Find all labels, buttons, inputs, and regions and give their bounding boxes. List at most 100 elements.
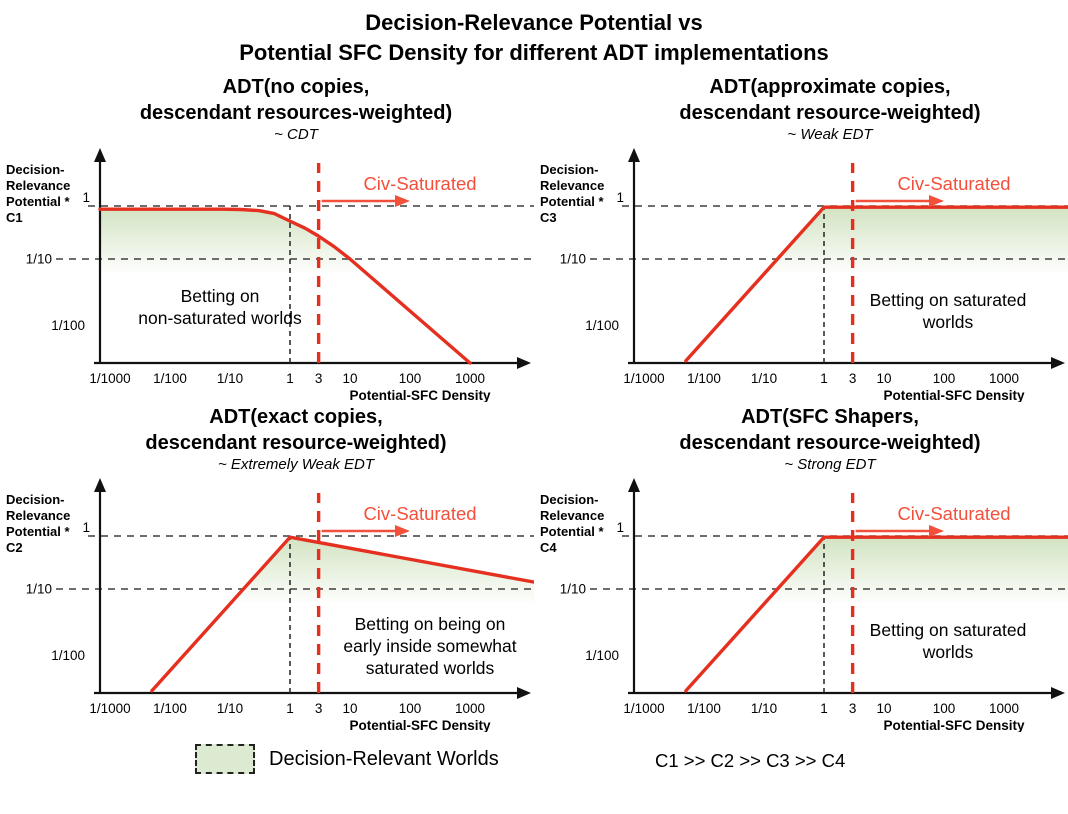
y-axis-arrow-icon bbox=[94, 148, 106, 162]
y-axis-label: Potential * bbox=[540, 194, 605, 209]
x-tick: 1000 bbox=[455, 371, 485, 386]
y-axis-constant: C1 bbox=[6, 210, 23, 225]
y-tick-1: 1 bbox=[82, 520, 90, 535]
x-axis-label: Potential-SFC Density bbox=[883, 388, 1025, 402]
panel-title-line1: ADT(exact copies, bbox=[209, 406, 383, 428]
betting-annotation: Betting on being on bbox=[355, 614, 506, 634]
betting-annotation: Betting on saturated bbox=[870, 620, 1027, 640]
panel-title: ADT(no copies, descendant resources-weig… bbox=[0, 72, 534, 126]
y-axis-label: Decision- bbox=[540, 162, 599, 177]
panel-title-line1: ADT(SFC Shapers, bbox=[741, 406, 919, 428]
panel-title-line2: descendant resources-weighted) bbox=[139, 102, 453, 124]
x-axis-label: Potential-SFC Density bbox=[349, 388, 491, 402]
panel-no-copies: ADT(no copies, descendant resources-weig… bbox=[0, 72, 534, 402]
x-tick: 1 bbox=[286, 371, 294, 386]
x-tick: 3 bbox=[849, 701, 857, 716]
page-title-line2: Potential SFC Density for different ADT … bbox=[239, 40, 829, 65]
x-tick: 1 bbox=[286, 701, 294, 716]
y-axis-arrow-icon bbox=[94, 478, 106, 492]
civ-saturated-arrowhead-icon bbox=[395, 195, 410, 207]
panel-subtitle: ~ Extremely Weak EDT bbox=[217, 456, 374, 473]
x-tick: 1000 bbox=[989, 371, 1019, 386]
x-tick: 10 bbox=[342, 371, 357, 386]
panel-title-line2: descendant resource-weighted) bbox=[145, 432, 447, 454]
x-tick: 10 bbox=[342, 701, 357, 716]
decision-relevant-worlds-shading bbox=[100, 209, 367, 273]
panel-title-line1: ADT(no copies, bbox=[222, 76, 370, 98]
panel-title: ADT(approximate copies, descendant resou… bbox=[534, 72, 1068, 126]
page-title: Decision-Relevance Potential vs Potentia… bbox=[0, 0, 1068, 68]
y-tick-1: 1 bbox=[82, 190, 90, 205]
x-tick: 1/10 bbox=[751, 371, 777, 386]
y-axis-label: Relevance bbox=[6, 508, 70, 523]
decision-relevant-worlds-shading bbox=[230, 537, 534, 603]
panel-exact-copies: ADT(exact copies, descendant resource-we… bbox=[0, 402, 534, 732]
panel-subtitle: ~ Weak EDT bbox=[787, 126, 873, 143]
betting-annotation: worlds bbox=[922, 642, 974, 662]
y-axis-arrow-icon bbox=[628, 148, 640, 162]
y-axis-label: Potential * bbox=[6, 194, 71, 209]
x-axis-label: Potential-SFC Density bbox=[349, 718, 491, 732]
x-axis-arrow-icon bbox=[517, 687, 531, 699]
civ-saturated-arrowhead-icon bbox=[929, 195, 944, 207]
y-tick-1-10: 1/10 bbox=[560, 582, 586, 597]
decision-relevant-worlds-shading bbox=[764, 537, 1068, 603]
plot-canvas-1: Civ-SaturatedDecision-RelevancePotential… bbox=[540, 148, 1068, 402]
decision-relevance-curve bbox=[684, 535, 1068, 693]
x-tick: 1/1000 bbox=[623, 371, 664, 386]
x-tick: 1/100 bbox=[153, 371, 187, 386]
y-axis-label: Decision- bbox=[540, 492, 599, 507]
x-tick: 1/10 bbox=[217, 701, 243, 716]
panel-subtitle: ~ CDT bbox=[274, 126, 318, 143]
x-tick: 3 bbox=[315, 701, 323, 716]
x-axis-arrow-icon bbox=[1051, 357, 1065, 369]
panel-title-line2: descendant resource-weighted) bbox=[679, 432, 981, 454]
x-tick: 1/10 bbox=[217, 371, 243, 386]
betting-annotation: non-saturated worlds bbox=[138, 308, 302, 328]
legend-label: Decision-Relevant Worlds bbox=[269, 747, 499, 770]
x-tick: 1/1000 bbox=[89, 701, 130, 716]
x-tick: 1000 bbox=[989, 701, 1019, 716]
decision-relevant-worlds-swatch bbox=[195, 744, 255, 774]
y-tick-1-10: 1/10 bbox=[26, 252, 52, 267]
x-axis-arrow-icon bbox=[1051, 687, 1065, 699]
panel-subtitle: ~ Strong EDT bbox=[784, 456, 876, 473]
panel-title-line1: ADT(approximate copies, bbox=[709, 76, 951, 98]
x-axis-arrow-icon bbox=[517, 357, 531, 369]
x-tick: 1/1000 bbox=[623, 701, 664, 716]
y-axis-label: Decision- bbox=[6, 492, 65, 507]
x-axis-label: Potential-SFC Density bbox=[883, 718, 1025, 732]
civ-saturated-label: Civ-Saturated bbox=[363, 503, 476, 524]
x-tick: 1 bbox=[820, 371, 828, 386]
y-axis-constant: C3 bbox=[540, 210, 557, 225]
x-tick: 10 bbox=[876, 701, 891, 716]
x-tick: 10 bbox=[876, 371, 891, 386]
panel-title-line2: descendant resource-weighted) bbox=[679, 102, 981, 124]
y-tick-1: 1 bbox=[616, 520, 624, 535]
betting-annotation: saturated worlds bbox=[366, 658, 495, 678]
x-tick: 1/100 bbox=[687, 371, 721, 386]
betting-annotation: Betting on bbox=[181, 286, 260, 306]
constants-relation-text: C1 >> C2 >> C3 >> C4 bbox=[655, 750, 846, 771]
decision-relevance-curve bbox=[150, 535, 534, 693]
chart-grid: ADT(no copies, descendant resources-weig… bbox=[0, 72, 1068, 732]
y-axis-label: Potential * bbox=[540, 524, 605, 539]
x-tick: 100 bbox=[399, 371, 422, 386]
x-tick: 100 bbox=[933, 701, 956, 716]
x-tick: 3 bbox=[315, 371, 323, 386]
y-axis-label: Potential * bbox=[6, 524, 71, 539]
x-tick: 1 bbox=[820, 701, 828, 716]
x-tick: 3 bbox=[849, 371, 857, 386]
x-tick: 1000 bbox=[455, 701, 485, 716]
legend-row: Decision-Relevant Worlds C1 >> C2 >> C3 … bbox=[0, 734, 1068, 794]
panel-title: ADT(exact copies, descendant resource-we… bbox=[0, 402, 534, 456]
decision-relevant-worlds-shading bbox=[764, 207, 1068, 273]
x-tick: 100 bbox=[399, 701, 422, 716]
y-tick-1-100: 1/100 bbox=[585, 648, 619, 663]
plot-canvas-2: Civ-SaturatedDecision-RelevancePotential… bbox=[6, 478, 534, 732]
plot-canvas-0: Civ-SaturatedDecision-RelevancePotential… bbox=[6, 148, 534, 402]
civ-saturated-label: Civ-Saturated bbox=[897, 173, 1010, 194]
y-axis-arrow-icon bbox=[628, 478, 640, 492]
civ-saturated-arrowhead-icon bbox=[929, 525, 944, 537]
y-tick-1: 1 bbox=[616, 190, 624, 205]
